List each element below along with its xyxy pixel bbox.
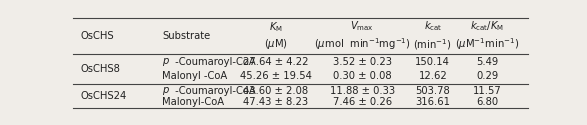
Text: 47.43 ± 8.23: 47.43 ± 8.23 bbox=[243, 97, 308, 107]
Text: 12.62: 12.62 bbox=[419, 71, 447, 81]
Text: -Coumaroyl-CoA: -Coumaroyl-CoA bbox=[172, 57, 256, 67]
Text: 316.61: 316.61 bbox=[415, 97, 450, 107]
Text: 45.26 ± 19.54: 45.26 ± 19.54 bbox=[240, 71, 312, 81]
Text: 7.46 ± 0.26: 7.46 ± 0.26 bbox=[333, 97, 392, 107]
Text: 6.80: 6.80 bbox=[476, 97, 498, 107]
Text: $k_{\mathrm{cat}}$
(min$^{-1}$): $k_{\mathrm{cat}}$ (min$^{-1}$) bbox=[413, 20, 452, 52]
Text: OsCHS24: OsCHS24 bbox=[80, 91, 126, 101]
Text: $V_{\mathrm{max}}$
($\mu$mol  min$^{-1}$mg$^{-1}$): $V_{\mathrm{max}}$ ($\mu$mol min$^{-1}$m… bbox=[314, 19, 411, 52]
Text: $K_{\mathrm{M}}$
($\mu$M): $K_{\mathrm{M}}$ ($\mu$M) bbox=[264, 20, 288, 51]
Text: Substrate: Substrate bbox=[162, 31, 210, 41]
Text: 0.30 ± 0.08: 0.30 ± 0.08 bbox=[333, 71, 392, 81]
Text: 3.52 ± 0.23: 3.52 ± 0.23 bbox=[333, 57, 392, 67]
Text: 11.88 ± 0.33: 11.88 ± 0.33 bbox=[330, 86, 395, 96]
Text: -Coumaroyl-CoA: -Coumaroyl-CoA bbox=[172, 86, 256, 96]
Text: 11.57: 11.57 bbox=[473, 86, 502, 96]
Text: 27.64 ± 4.22: 27.64 ± 4.22 bbox=[243, 57, 309, 67]
Text: Malonyl -CoA: Malonyl -CoA bbox=[162, 71, 227, 81]
Text: 0.29: 0.29 bbox=[476, 71, 498, 81]
Text: 150.14: 150.14 bbox=[416, 57, 450, 67]
Text: Malonyl-CoA: Malonyl-CoA bbox=[162, 97, 224, 107]
Text: OsCHS8: OsCHS8 bbox=[80, 64, 120, 74]
Text: 503.78: 503.78 bbox=[416, 86, 450, 96]
Text: OsCHS: OsCHS bbox=[80, 31, 114, 41]
Text: $p$: $p$ bbox=[162, 85, 170, 97]
Text: $p$: $p$ bbox=[162, 56, 170, 68]
Text: 43.60 ± 2.08: 43.60 ± 2.08 bbox=[243, 86, 308, 96]
Text: $k_{\mathrm{cat}}$/$K_{\mathrm{M}}$
($\mu$M$^{-1}$min$^{-1}$): $k_{\mathrm{cat}}$/$K_{\mathrm{M}}$ ($\m… bbox=[456, 19, 519, 52]
Text: 5.49: 5.49 bbox=[476, 57, 498, 67]
